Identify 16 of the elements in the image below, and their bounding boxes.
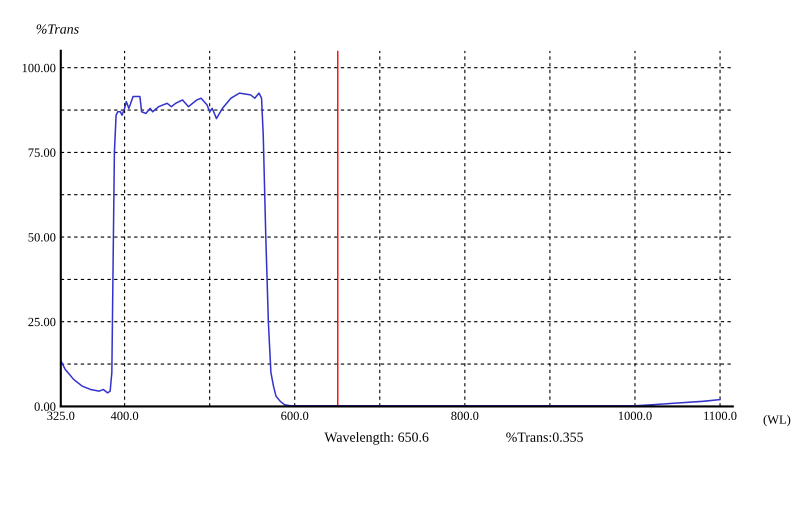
x-tick-label: 325.0 (47, 412, 74, 420)
line-series (60, 92, 721, 406)
x-tick-label: 1100.0 (704, 412, 737, 420)
text: Wavelength: 650.6 (324, 432, 429, 445)
text: %Trans:0.355 (506, 432, 584, 442)
y-axis-title: %Trans (36, 24, 79, 34)
y-tick-label: 0.00 (34, 402, 56, 411)
y-tick-label: 25.00 (28, 318, 56, 326)
y-tick-label: 100.00 (22, 64, 56, 72)
y-tick-label: 75.00 (28, 148, 56, 157)
x-tick-label: 600.0 (281, 412, 308, 420)
x-tick-label: 400.0 (110, 412, 138, 420)
x-axis-title: (WL) (764, 414, 790, 426)
x-tick-label: 800.0 (451, 412, 478, 420)
x-tick-label: 1000.0 (618, 412, 652, 420)
y-tick-label: 50.00 (28, 233, 56, 242)
